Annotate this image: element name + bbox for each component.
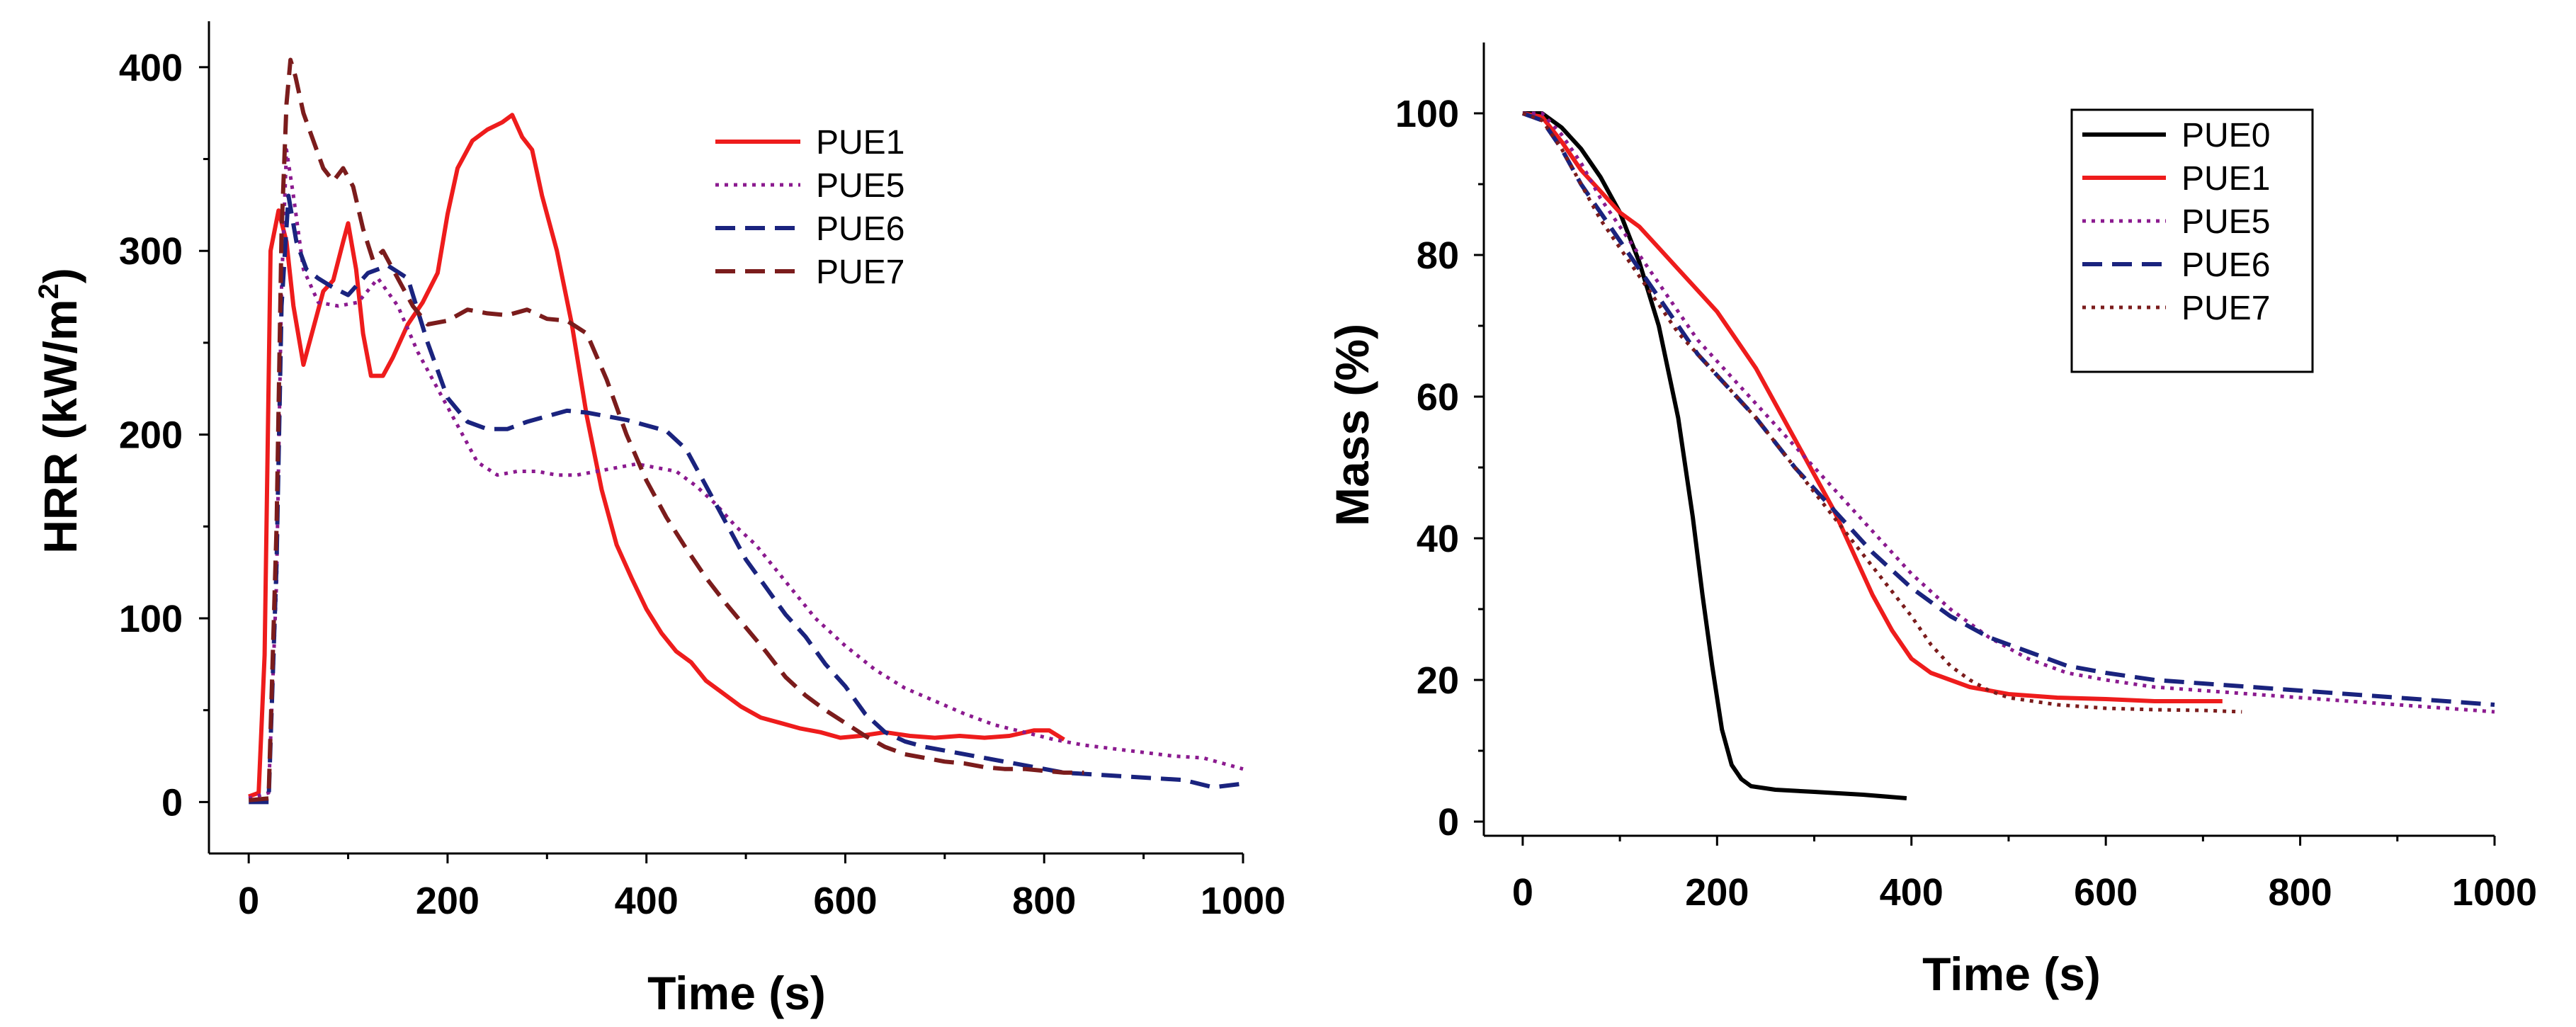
chart-1-y-tick-label: 40 [1417, 518, 1459, 560]
chart-1-xlabel: Time (s) [1922, 948, 2101, 1000]
chart-0-x-tick-label: 0 [238, 880, 259, 922]
chart-1-legend-label-pue7: PUE7 [2181, 290, 2270, 327]
chart-0-x-tick-label: 200 [416, 880, 480, 922]
chart-0-series-pue1 [248, 113, 1065, 799]
chart-1-y-tick-label: 80 [1417, 234, 1459, 277]
hrr-chart: HRR (kW/m2) Time (s) 0 200 400 600 800 1000 0 1… [33, 21, 1286, 1019]
chart-0-x-tick-label: 400 [615, 880, 679, 922]
chart-0-legend-label-pue7: PUE7 [816, 254, 904, 291]
chart-0-y-tick-label: 400 [119, 47, 183, 89]
chart-0-x-tick-label: 600 [813, 880, 877, 922]
chart-0-y-tick-label: 100 [119, 598, 183, 640]
chart-0-series-pue7 [248, 57, 1084, 802]
chart-1-x-tick-label: 600 [2074, 871, 2138, 914]
chart-0-x-tick-label: 800 [1012, 880, 1076, 922]
chart-1-y-tick-label: 100 [1395, 93, 1459, 135]
chart-1-legend-label-pue1: PUE1 [2181, 160, 2270, 198]
chart-1-y-tick-label: 0 [1438, 801, 1459, 844]
chart-0-series-pue5 [248, 148, 1244, 800]
chart-1-y-tick-label: 60 [1417, 376, 1459, 419]
chart-0-legend-label-pue6: PUE6 [816, 210, 904, 248]
chart-1-x-tick-label: 1000 [2452, 871, 2537, 914]
chart-1-series-pue6 [1521, 111, 2495, 707]
chart-0-legend-label-pue1: PUE1 [816, 124, 904, 161]
chart-1-legend-label-pue6: PUE6 [2181, 246, 2270, 284]
chart-0-y-tick-label: 200 [119, 414, 183, 457]
chart-0-legend-label-pue5: PUE5 [816, 167, 904, 205]
chart-0-x-tick-label: 1000 [1201, 880, 1286, 922]
chart-1-x-tick-label: 800 [2269, 871, 2332, 914]
chart-1-series-pue0 [1522, 111, 1907, 800]
chart-1-series-pue5 [1522, 111, 2495, 714]
chart-0-series-pue6 [249, 193, 1244, 805]
chart-0-ylabel-sup: 2 [33, 283, 64, 299]
chart-0-ylabel: HRR (kW/m2) [33, 268, 86, 554]
chart-1-ylabel: Mass (%) [1326, 324, 1378, 526]
chart-1-x-tick-label: 0 [1512, 871, 1533, 914]
chart-1-legend-box [2070, 108, 2314, 373]
chart-0-y-tick-label: 300 [119, 230, 183, 273]
mass-chart: Mass (%) Time (s) 0 200 400 600 800 1000 0 20 40… [1326, 42, 2537, 1000]
chart-1-y-tick-label: 20 [1417, 659, 1459, 702]
chart-1-series-pue7 [1522, 111, 2242, 714]
chart-1-legend-label-pue0: PUE0 [2181, 117, 2270, 154]
chart-1-x-tick-label: 200 [1685, 871, 1749, 914]
chart-0-xlabel: Time (s) [647, 967, 826, 1019]
chart-0-y-tick-label: 0 [161, 781, 183, 824]
chart-1-x-tick-label: 400 [1880, 871, 1944, 914]
chart-1-legend-label-pue5: PUE5 [2181, 203, 2270, 241]
